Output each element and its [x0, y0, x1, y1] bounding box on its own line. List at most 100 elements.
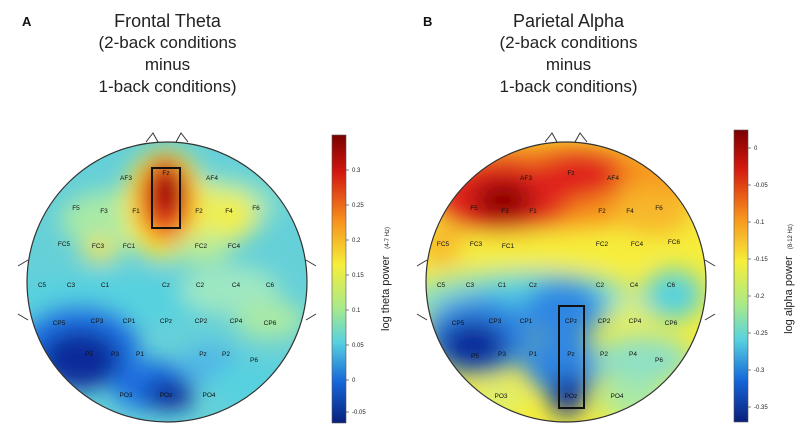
colorbar-tick-label: 0.05	[352, 343, 364, 349]
nose-mark-left	[145, 132, 159, 143]
colorbar-tick-label: -0.05	[352, 410, 366, 416]
ear-mark-right	[305, 259, 317, 267]
colorbar-tick-label: -0.1	[754, 220, 765, 226]
colorbar-tick-label: -0.2	[754, 294, 765, 300]
electrode-label: AF3	[120, 175, 132, 182]
panel-parietal-alpha: B Parietal Alpha (2-back conditions minu…	[403, 0, 805, 432]
electrode-label: F3	[501, 208, 509, 215]
colorbar-unit: (8-12 Hz)	[788, 224, 794, 249]
electrode-label: C3	[67, 282, 76, 289]
electrode-label: C3	[466, 282, 475, 289]
electrode-label: P5	[471, 353, 479, 360]
electrode-label: F6	[252, 205, 260, 212]
colorbar-tick-label: 0.15	[352, 273, 364, 279]
colorbar-tick-label: 0.1	[352, 308, 361, 314]
electrode-label: F2	[598, 208, 606, 215]
electrode-label: FC3	[470, 241, 483, 248]
electrode-label: POz	[160, 392, 173, 399]
topomap-fill	[426, 142, 706, 422]
ear-mark-left	[17, 259, 29, 267]
electrode-label: CPz	[160, 318, 172, 325]
electrode-label: FC1	[123, 243, 136, 250]
title-line-4: 1-back conditions)	[499, 77, 638, 96]
title-line-2: (2-back conditions	[499, 33, 638, 52]
electrode-label: CP1	[520, 318, 533, 325]
electrode-label: FC5	[58, 241, 71, 248]
electrode-label: PO3	[119, 392, 132, 399]
colorbar	[733, 129, 749, 423]
electrode-label: P5	[85, 351, 93, 358]
highlight-box-parietal	[558, 305, 585, 409]
electrode-label: P2	[600, 351, 608, 358]
electrode-label: P6	[655, 357, 663, 364]
electrode-label: AF4	[607, 175, 619, 182]
colorbar-label: log theta power (4-7 Hz)	[380, 227, 392, 331]
colorbar-unit: (4-7 Hz)	[385, 227, 391, 249]
electrode-label: CP6	[665, 320, 678, 327]
ear-mark-right	[704, 259, 716, 267]
title-line-3: minus	[144, 55, 191, 74]
nose-mark-right	[574, 132, 588, 143]
colorbar-tick-label: -0.05	[754, 183, 768, 189]
electrode-label: PO4	[202, 392, 215, 399]
electrode-label: F4	[225, 208, 233, 215]
electrode-label: FC1	[502, 243, 515, 250]
panel-letter: A	[22, 14, 32, 29]
electrode-label: CP3	[91, 318, 104, 325]
head-outline	[425, 141, 707, 423]
colorbar-tick-label: 0	[352, 378, 356, 384]
title-line-3: minus	[545, 55, 592, 74]
head-outline	[26, 141, 308, 423]
electrode-label: AF4	[206, 175, 218, 182]
colorbar-ticks	[346, 169, 349, 413]
electrode-label: FC3	[92, 243, 105, 250]
electrode-label: AF3	[520, 175, 532, 182]
topoplot-alpha: AF3 Fz AF4 F5 F3 F1 F2 F4 F6 FC5 FC3 FC1…	[416, 129, 795, 423]
ear-mark-left-lower	[416, 313, 428, 321]
electrode-label: F1	[132, 208, 140, 215]
electrode-label: CP3	[489, 318, 502, 325]
electrode-label: CP4	[629, 318, 642, 325]
electrode-label: C2	[596, 282, 605, 289]
electrode-label: CP5	[452, 320, 465, 327]
electrode-label: Fz	[567, 170, 574, 177]
electrode-label: C5	[38, 282, 47, 289]
electrode-label: P1	[529, 351, 537, 358]
electrode-label: Fz	[162, 170, 169, 177]
colorbar-ticks	[748, 147, 751, 408]
electrode-label: C5	[437, 282, 446, 289]
electrode-label: P1	[136, 351, 144, 358]
electrode-label: P4	[629, 351, 637, 358]
electrode-label: C6	[266, 282, 275, 289]
colorbar	[331, 134, 347, 424]
electrode-label: C1	[101, 282, 110, 289]
title-line-1: Frontal Theta	[114, 11, 221, 31]
electrode-label: FC2	[195, 243, 208, 250]
electrode-label: F4	[626, 208, 634, 215]
electrode-label: Pz	[567, 351, 575, 358]
electrode-label: C6	[667, 282, 676, 289]
colorbar-tick-label: -0.3	[754, 368, 765, 374]
colorbar-tick-label: 0	[754, 146, 758, 152]
colorbar-tick-label: -0.15	[754, 257, 768, 263]
electrode-label: FC4	[631, 241, 644, 248]
panel-title: Frontal Theta (2-back conditions minus 1…	[60, 10, 275, 98]
electrode-label: CP4	[230, 318, 243, 325]
topoplot-theta: AF3 Fz AF4 F5 F3 F1 F2 F4 F6 FC5 FC3 FC1…	[17, 132, 392, 424]
colorbar-tick-label: -0.25	[754, 331, 768, 337]
colorbar-label-text: log theta power	[380, 255, 392, 331]
colorbar-label-text: log alpha power	[783, 256, 795, 334]
colorbar-label: log alpha power (8-12 Hz)	[783, 224, 795, 334]
electrode-label: P6	[250, 357, 258, 364]
electrode-label: CP2	[598, 318, 611, 325]
electrode-label: FC5	[437, 241, 450, 248]
electrode-label: F6	[655, 205, 663, 212]
electrode-label: P3	[498, 351, 506, 358]
nose-mark-right	[175, 132, 189, 143]
panel-letter: B	[423, 14, 433, 29]
colorbar-tick-label: 0.2	[352, 238, 361, 244]
highlight-box-fz	[151, 167, 181, 229]
electrode-label: PO4	[610, 393, 623, 400]
electrode-label: POz	[565, 393, 578, 400]
electrode-label: C4	[232, 282, 241, 289]
